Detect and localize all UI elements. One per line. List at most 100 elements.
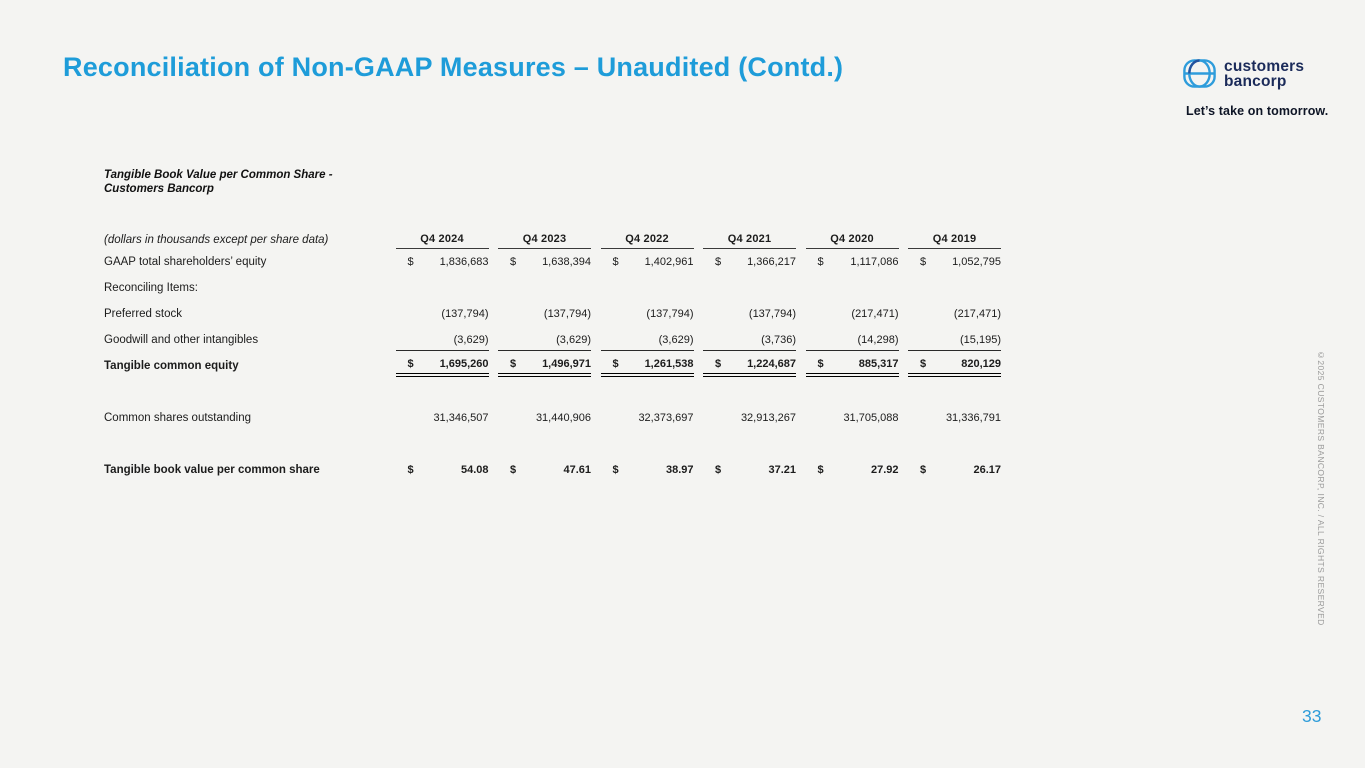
value-cell: (217,471) <box>908 303 1001 325</box>
value-cell: (3,736) <box>703 329 796 351</box>
value-cell: (217,471) <box>806 303 899 325</box>
cell-value: (3,736) <box>761 333 796 346</box>
cell-value: 31,336,791 <box>945 412 1001 424</box>
table-row: GAAP total shareholders’ equity $1,836,68… <box>104 249 1014 275</box>
row-label: Common shares outstanding <box>104 412 252 424</box>
cell-value: 1,261,538 <box>644 358 694 370</box>
cell-value: 820,129 <box>961 358 1001 370</box>
value-cell: $820,129 <box>908 355 1001 377</box>
page-title: Reconciliation of Non-GAAP Measures – Un… <box>63 52 844 82</box>
cell-value: 26.17 <box>973 464 1001 476</box>
spacer-row <box>104 379 1014 405</box>
table-body: (dollars in thousands except per share d… <box>104 229 1014 483</box>
cell-value: 31,346,507 <box>433 412 489 424</box>
table-row: Tangible book value per common share $54.… <box>104 457 1014 483</box>
value-cell: 32,373,697 <box>601 407 693 429</box>
cell-value: (217,471) <box>953 308 1001 320</box>
currency-symbol: $ <box>510 464 517 476</box>
row-label: Goodwill and other intangibles <box>104 334 259 346</box>
table-title-line1: Tangible Book Value per Common Share - <box>104 169 333 181</box>
currency-symbol: $ <box>817 464 824 476</box>
column-header-q4-2022: Q4 2022 <box>600 229 694 249</box>
cell-value: (14,298) <box>857 333 899 346</box>
cell-value: 1,638,394 <box>542 256 591 268</box>
value-cell: $38.97 <box>601 459 694 481</box>
cell-value: (3,629) <box>453 333 489 346</box>
cell-value: 38.97 <box>665 464 694 476</box>
cell-value: 1,402,961 <box>644 256 694 268</box>
value-cell: 31,346,507 <box>396 407 489 429</box>
value-cell: (3,629) <box>600 329 694 351</box>
value-cell: (15,195) <box>908 329 1001 351</box>
currency-symbol: $ <box>612 256 619 268</box>
brand-word-1: customers <box>1224 58 1305 75</box>
row-label: Preferred stock <box>104 308 182 320</box>
table-row: Tangible common equity $1,695,260 $1,496,9… <box>104 353 1014 379</box>
cell-value: 1,366,217 <box>747 256 796 268</box>
value-cell: $1,695,260 <box>395 355 489 377</box>
value-cell: (3,629) <box>395 329 489 351</box>
brand-word-2: bancorp <box>1224 73 1287 90</box>
row-label: Tangible book value per common share <box>104 464 320 476</box>
table-row: Preferred stock (137,794) (137,794) (137,79… <box>104 301 1014 327</box>
currency-symbol: $ <box>612 358 619 370</box>
value-cell: (137,794) <box>498 303 591 325</box>
value-cell: $26.17 <box>908 459 1001 481</box>
cell-value: 885,317 <box>858 358 899 370</box>
cell-value: 31,440,906 <box>535 412 591 424</box>
cell-value: 31,705,088 <box>843 412 899 424</box>
currency-symbol: $ <box>407 464 414 476</box>
cell-value: (217,471) <box>851 308 899 320</box>
customers-bancorp-logo-icon <box>1183 59 1216 93</box>
cell-value: 37.21 <box>768 464 796 476</box>
column-header-q4-2019: Q4 2019 <box>908 229 1001 249</box>
column-header-q4-2020: Q4 2020 <box>805 229 899 249</box>
cell-value: (137,794) <box>441 308 489 320</box>
value-cell: $885,317 <box>805 355 899 377</box>
spacer-row <box>104 431 1014 457</box>
currency-symbol: $ <box>817 256 824 268</box>
currency-symbol: $ <box>612 464 619 476</box>
brand-wordmark: customers bancorp <box>1224 58 1305 90</box>
brand-logo: customers bancorp <box>1183 59 1304 93</box>
column-header-q4-2021: Q4 2021 <box>703 229 796 249</box>
value-cell: $37.21 <box>703 459 796 481</box>
cell-value: 1,052,795 <box>952 256 1001 268</box>
row-label: GAAP total shareholders’ equity <box>104 256 267 268</box>
brand-tagline: Let’s take on tomorrow. <box>1186 104 1329 118</box>
cell-value: 1,496,971 <box>542 358 591 370</box>
value-cell: $1,117,086 <box>806 251 899 273</box>
currency-symbol: $ <box>715 256 722 268</box>
value-cell: $1,366,217 <box>703 251 796 273</box>
value-cell: (3,629) <box>498 329 591 351</box>
value-cell: 31,705,088 <box>806 407 899 429</box>
value-cell: $1,496,971 <box>498 355 591 377</box>
currency-symbol: $ <box>407 358 414 370</box>
currency-symbol: $ <box>920 464 927 476</box>
cell-value: 1,695,260 <box>439 358 489 370</box>
currency-symbol: $ <box>817 358 824 370</box>
currency-symbol: $ <box>510 358 517 370</box>
table-row: Common shares outstanding 31,346,507 31,44… <box>104 405 1014 431</box>
cell-value: 1,224,687 <box>747 358 796 370</box>
column-header-q4-2024: Q4 2024 <box>395 229 489 249</box>
value-cell: $27.92 <box>806 459 899 481</box>
column-header-q4-2023: Q4 2023 <box>498 229 591 249</box>
units-note: (dollars in thousands except per share d… <box>104 234 329 246</box>
cell-value: (15,195) <box>960 333 1001 346</box>
cell-value: 1,117,086 <box>850 256 899 268</box>
currency-symbol: $ <box>715 464 722 476</box>
value-cell: $1,638,394 <box>498 251 591 273</box>
currency-symbol: $ <box>920 256 927 268</box>
value-cell: (14,298) <box>805 329 899 351</box>
row-label: Reconciling Items: <box>104 282 198 294</box>
table-title: Tangible Book Value per Common Share - C… <box>104 168 1014 196</box>
cell-value: 54.08 <box>460 464 489 476</box>
value-cell: $1,261,538 <box>600 355 694 377</box>
value-cell: $47.61 <box>498 459 591 481</box>
row-label: Tangible common equity <box>104 360 239 372</box>
cell-value: (137,794) <box>748 308 796 320</box>
cell-value: (137,794) <box>543 308 591 320</box>
table-row: Goodwill and other intangibles (3,629) (3,… <box>104 327 1014 353</box>
